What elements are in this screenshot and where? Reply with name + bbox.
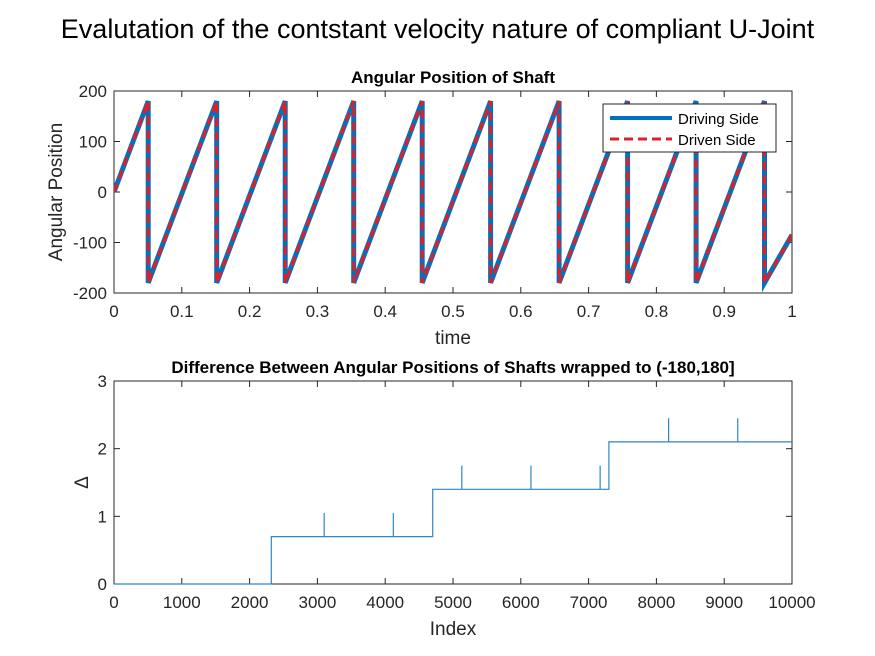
x-tick-label: 8000: [637, 593, 675, 612]
y-tick-label: 0: [98, 575, 107, 594]
x-tick-label: 1000: [163, 593, 201, 612]
x-tick-label: 10000: [768, 593, 815, 612]
chart-title: Angular Position of Shaft: [351, 68, 555, 87]
y-tick-label: 2: [98, 440, 107, 459]
figure-title: Evalutation of the contstant velocity na…: [60, 14, 815, 44]
y-tick-label: -100: [73, 234, 107, 253]
x-tick-label: 0.9: [712, 302, 736, 321]
legend-entry: Driven Side: [678, 132, 756, 149]
x-tick-label: 0.7: [577, 302, 601, 321]
chart-title: Difference Between Angular Positions of …: [171, 358, 734, 377]
x-tick-label: 6000: [502, 593, 540, 612]
y-tick-label: 0: [98, 183, 107, 202]
y-tick-label: 100: [79, 133, 107, 152]
x-tick-label: 0.4: [373, 302, 397, 321]
x-tick-label: 0.6: [509, 302, 533, 321]
y-tick-label: 3: [98, 372, 107, 391]
x-tick-label: 0.1: [170, 302, 194, 321]
x-tick-label: 0.8: [645, 302, 669, 321]
plot-area-1: [114, 100, 792, 293]
x-axis-label: Index: [430, 619, 477, 640]
x-tick-label: 5000: [434, 593, 472, 612]
x-tick-label: 0.3: [306, 302, 330, 321]
x-tick-label: 0: [109, 593, 118, 612]
x-tick-label: 2000: [231, 593, 269, 612]
y-tick-label: 200: [79, 82, 107, 101]
legend-entry: Driving Side: [678, 111, 759, 128]
y-axis-label: Angular Position: [46, 123, 67, 261]
x-tick-label: 4000: [366, 593, 404, 612]
difference-step-line: [114, 441, 792, 585]
y-tick-label: -200: [73, 284, 107, 303]
axes-frame-2: [113, 380, 793, 585]
x-tick-label: 0: [109, 302, 118, 321]
y-tick-label: 1: [98, 507, 107, 526]
driven-side-line: [114, 100, 792, 289]
x-tick-label: 9000: [705, 593, 743, 612]
x-axis-label: time: [435, 328, 471, 349]
x-tick-label: 3000: [298, 593, 336, 612]
y-axis-label: Δ: [72, 476, 93, 489]
x-tick-label: 0.5: [441, 302, 465, 321]
x-tick-label: 0.2: [238, 302, 262, 321]
x-tick-label: 1: [787, 302, 796, 321]
legend-box: [602, 103, 777, 153]
x-tick-label: 7000: [570, 593, 608, 612]
